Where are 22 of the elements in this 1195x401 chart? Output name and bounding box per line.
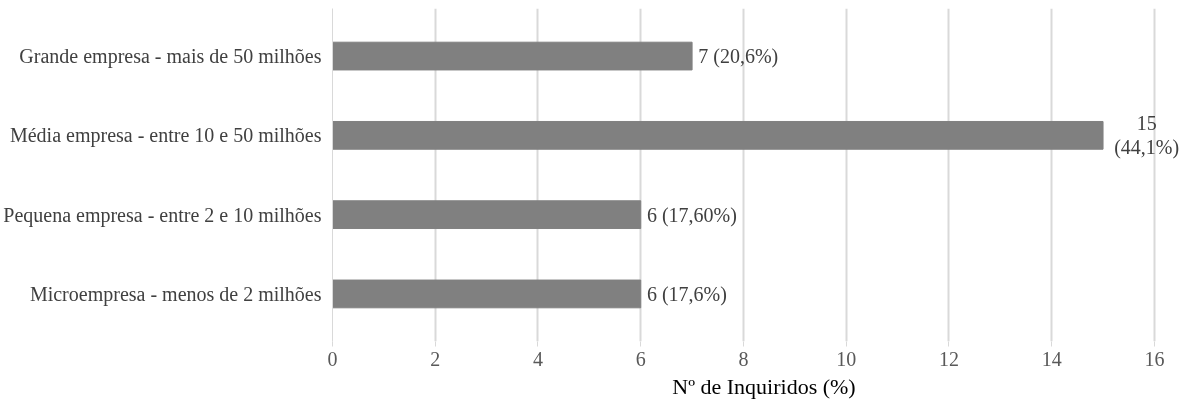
x-axis-title: Nº de Inquiridos (%) — [672, 373, 856, 399]
y-tick-label: Microempresa - menos de 2 milhões — [29, 282, 322, 306]
x-tick-label: 14 — [1041, 347, 1062, 370]
x-tick-label: 0 — [327, 347, 338, 370]
bar — [332, 200, 642, 230]
y-tick-label: Pequena empresa - entre 2 e 10 milhões — [3, 203, 322, 227]
x-tick-label: 8 — [738, 347, 749, 370]
x-tick-label: 12 — [938, 347, 959, 370]
x-tick-label: 4 — [532, 347, 543, 370]
x-tick-label: 6 — [635, 347, 646, 370]
data-label: 15 (44,1%) — [1114, 112, 1180, 160]
data-label: 6 (17,6%) — [646, 282, 727, 306]
x-tick-label: 16 — [1144, 347, 1165, 370]
y-tick-label: Grande empresa - mais de 50 milhões — [19, 45, 322, 69]
y-tick-label: Média empresa - entre 10 e 50 milhões — [9, 124, 322, 148]
bar — [332, 41, 693, 71]
bar — [332, 279, 642, 309]
bar — [332, 120, 1104, 150]
data-label: 7 (20,6%) — [698, 45, 779, 69]
x-tick-label: 10 — [836, 347, 857, 370]
x-tick-label: 2 — [430, 347, 441, 370]
data-label: 6 (17,60%) — [646, 203, 737, 227]
